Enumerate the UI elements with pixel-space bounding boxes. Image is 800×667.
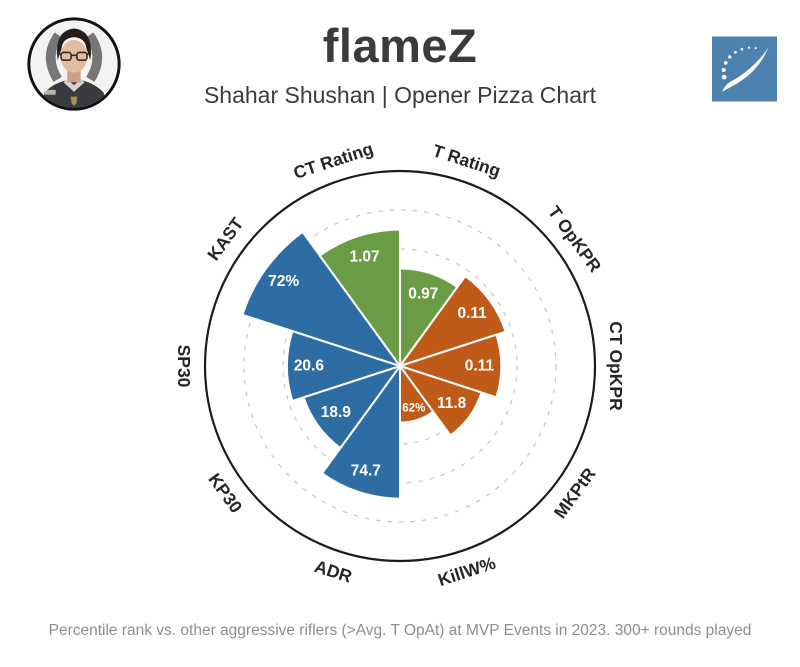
footer-note: Percentile rank vs. other aggressive rif… xyxy=(48,622,752,639)
comet-dots xyxy=(721,46,757,80)
jersey-collar xyxy=(63,79,85,92)
param-ct-opkpr: CT OpKPR xyxy=(606,321,626,411)
param-mkptr: MKPtR xyxy=(550,464,600,522)
outer-ring xyxy=(203,169,597,563)
player-avatar xyxy=(27,17,121,111)
player-hair xyxy=(57,28,91,61)
logo-background xyxy=(712,36,777,102)
value-mkptr: 11.8 xyxy=(437,395,467,412)
slice-ct-opkpr xyxy=(399,333,503,399)
value-t-rating: 0.97 xyxy=(408,286,438,303)
player-face xyxy=(60,40,88,73)
pizza-chart: 0.97 0.11 0.11 11.8 62% 74.7 18.9 20.6 72% 1.07 T … xyxy=(174,138,626,590)
team-logo-right-wing xyxy=(85,32,103,82)
value-ct-rating: 1.07 xyxy=(350,249,380,266)
jersey-crest xyxy=(70,96,78,106)
page-subtitle: Shahar Shushan | Opener Pizza Chart xyxy=(203,82,597,108)
param-t-opkpr: T OpKPR xyxy=(544,202,606,276)
team-logo-left-wing xyxy=(45,32,63,82)
page-title: flameZ xyxy=(322,19,478,72)
comet-logo xyxy=(712,36,777,102)
slice-kast xyxy=(241,230,401,367)
grid-ring xyxy=(282,248,518,484)
param-adr: ADR xyxy=(312,556,355,587)
slice-ct-rating xyxy=(318,228,401,367)
center-dot xyxy=(395,361,405,371)
param-ct-rating: CT Rating xyxy=(291,138,376,183)
value-kp30: 18.9 xyxy=(321,404,352,421)
value-sp30: 20.6 xyxy=(294,358,325,375)
slice-t-opkpr xyxy=(399,275,507,367)
slice-mkptr xyxy=(399,365,483,437)
param-killw: KillW% xyxy=(435,553,498,590)
sponsor-patch xyxy=(44,89,56,95)
player-neck xyxy=(67,68,81,83)
value-t-opkpr: 0.11 xyxy=(457,305,487,322)
player-glasses xyxy=(56,51,92,61)
value-killw: 62% xyxy=(402,402,425,414)
grid-ring xyxy=(243,209,557,523)
value-adr: 74.7 xyxy=(351,463,381,480)
param-kast: KAST xyxy=(203,214,247,265)
slice-adr xyxy=(321,365,401,500)
value-kast: 72% xyxy=(268,273,299,290)
comet-swoosh xyxy=(722,46,769,92)
param-sp30: SP30 xyxy=(174,345,194,388)
value-ct-opkpr: 0.11 xyxy=(465,358,495,375)
slice-sp30 xyxy=(285,330,401,402)
